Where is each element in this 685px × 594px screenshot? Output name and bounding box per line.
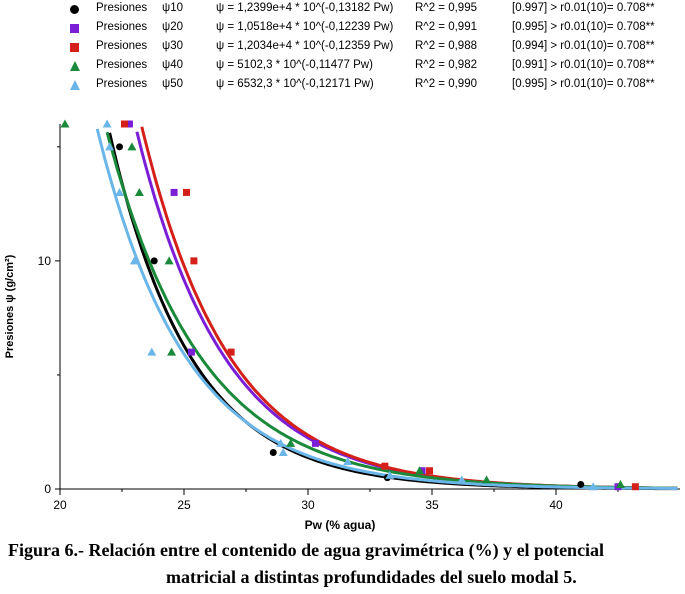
- data-point: [120, 120, 128, 128]
- data-point: [116, 143, 124, 151]
- legend-label: Presiones: [96, 78, 148, 90]
- legend-label: Presiones: [96, 2, 148, 14]
- data-point: [170, 188, 178, 196]
- data-point: [457, 475, 467, 484]
- data-point: [134, 187, 144, 196]
- legend-item: Presiones ψ30 ψ = 1,2034e+4 * 10^(-0,123…: [70, 40, 685, 58]
- data-point: [286, 438, 296, 447]
- x-tick-label: 30: [301, 498, 315, 512]
- data-point: [482, 475, 492, 484]
- data-point: [426, 467, 434, 475]
- data-point: [269, 449, 277, 456]
- legend-label: Presiones: [96, 59, 148, 71]
- square-marker-icon: [70, 24, 79, 33]
- data-point: [115, 187, 125, 196]
- x-tick-label: 40: [549, 498, 563, 512]
- chart-legend: Presiones ψ10 ψ = 1,2399e+4 * 10^(-0,131…: [0, 0, 685, 100]
- data-point: [105, 142, 115, 151]
- fit-curve: [95, 128, 678, 490]
- legend-label: Presiones: [96, 21, 148, 33]
- legend-r2: R^2 = 0,988: [415, 40, 477, 52]
- data-point: [311, 439, 319, 447]
- legend-psi: ψ30: [162, 40, 183, 52]
- y-axis-label: Presiones ψ (g/cm²): [4, 254, 16, 358]
- legend-equation: ψ = 1,0518e+4 * 10^(-0,12239 Pw): [216, 21, 394, 33]
- data-point: [385, 470, 395, 479]
- data-point: [615, 479, 625, 488]
- data-point: [227, 348, 235, 356]
- legend-psi: ψ10: [162, 2, 183, 14]
- legend-significance: [0.995] > r0.01(10)= 0.708**: [512, 21, 655, 33]
- legend-r2: R^2 = 0,990: [415, 78, 477, 90]
- data-point: [129, 256, 139, 265]
- legend-equation: ψ = 1,2399e+4 * 10^(-0,13182 Pw): [216, 2, 394, 14]
- legend-psi: ψ20: [162, 21, 183, 33]
- data-point: [127, 142, 137, 151]
- caption-line-1: Figura 6.- Relación entre el contenido d…: [8, 540, 605, 560]
- caption-line-2: matricial a distintas profundidades del …: [166, 567, 577, 587]
- legend-item: Presiones ψ50 ψ = 6532,3 * 10^(-0,12171 …: [70, 78, 685, 96]
- data-point: [588, 482, 598, 491]
- legend-psi: ψ40: [162, 59, 183, 71]
- legend-psi: ψ50: [162, 78, 183, 90]
- data-point: [147, 347, 157, 356]
- legend-significance: [0.994] > r0.01(10)= 0.708**: [512, 40, 655, 52]
- data-point: [381, 462, 389, 470]
- legend-significance: [0.991] > r0.01(10)= 0.708**: [512, 59, 655, 71]
- legend-significance: [0.997] > r0.01(10)= 0.708**: [512, 2, 655, 14]
- x-tick-label: 35: [425, 498, 439, 512]
- data-point: [60, 119, 70, 128]
- x-tick-label: 20: [53, 498, 67, 512]
- legend-item: Presiones ψ10 ψ = 1,2399e+4 * 10^(-0,131…: [70, 2, 685, 20]
- legend-equation: ψ = 6532,3 * 10^(-0,12171 Pw): [216, 78, 374, 90]
- legend-r2: R^2 = 0,982: [415, 59, 477, 71]
- data-point: [102, 119, 112, 128]
- triangle-marker-icon: [70, 80, 80, 90]
- data-point: [125, 120, 133, 128]
- triangle-marker-icon: [70, 61, 80, 71]
- data-point: [150, 257, 158, 265]
- fit-curve: [135, 131, 678, 490]
- fit-curve: [140, 126, 678, 490]
- fit-curve: [105, 131, 678, 490]
- square-marker-icon: [70, 43, 79, 52]
- data-point: [631, 483, 639, 491]
- legend-r2: R^2 = 0,995: [415, 2, 477, 14]
- x-tick-label: 25: [177, 498, 191, 512]
- data-point: [164, 256, 174, 265]
- legend-significance: [0.995] > r0.01(10)= 0.708**: [512, 78, 655, 90]
- data-point: [278, 448, 288, 456]
- legend-item: Presiones ψ40 ψ = 5102,3 * 10^(-0,11477 …: [70, 59, 685, 77]
- data-point: [190, 257, 198, 265]
- data-point: [276, 438, 286, 447]
- data-point: [577, 480, 585, 488]
- legend-item: Presiones ψ20 ψ = 1,0518e+4 * 10^(-0,122…: [70, 21, 685, 39]
- data-point: [343, 457, 353, 466]
- legend-equation: ψ = 5102,3 * 10^(-0,11477 Pw): [216, 59, 373, 71]
- legend-equation: ψ = 1,2034e+4 * 10^(-0,12359 Pw): [216, 40, 394, 52]
- legend-r2: R^2 = 0,991: [415, 21, 477, 33]
- data-point: [415, 466, 425, 475]
- circle-marker-icon: [70, 5, 79, 14]
- chart-plot: 20 25 30 35 40 0 10 Pw (% agua) Presiones ψ (g/c…: [4, 119, 680, 532]
- y-tick-label: 10: [38, 254, 52, 268]
- legend-label: Presiones: [96, 40, 148, 52]
- data-point: [182, 188, 190, 196]
- fit-curve: [108, 132, 678, 491]
- y-tick-label: 0: [44, 482, 51, 496]
- data-point: [187, 348, 195, 356]
- data-point: [167, 347, 177, 356]
- x-axis-label: Pw (% agua): [305, 518, 376, 532]
